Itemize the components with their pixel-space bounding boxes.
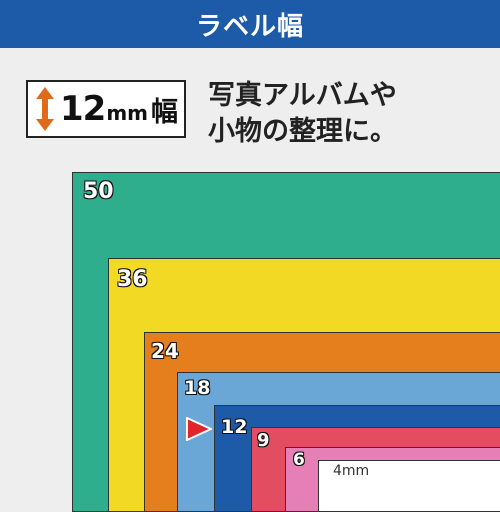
- badge-unit: mm: [106, 101, 149, 125]
- header-bar: ラベル幅: [0, 0, 500, 48]
- page-title: ラベル幅: [195, 11, 304, 42]
- tape-label-4mm: 4mm: [333, 463, 370, 479]
- double-arrow-vertical-icon: [36, 87, 54, 131]
- tape-label-24: 24: [151, 339, 179, 363]
- tape-label-12: 12: [221, 416, 248, 438]
- badge-number: 12: [60, 89, 106, 129]
- tape-label-36: 36: [117, 267, 148, 292]
- tape-4mm: 4mm: [318, 460, 500, 512]
- description-line-2: 小物の整理に。: [208, 116, 397, 147]
- width-badge: 12 mm 幅: [26, 80, 186, 138]
- description-line-1: 写真アルバムや: [208, 80, 397, 111]
- tape-label-50: 50: [83, 179, 114, 204]
- description: 写真アルバムや 小物の整理に。: [208, 78, 498, 150]
- red-triangle-pointer-icon: [186, 417, 212, 441]
- badge-kanji: 幅: [151, 96, 179, 128]
- tape-label-6: 6: [293, 450, 305, 470]
- tape-label-9: 9: [257, 430, 270, 451]
- tape-label-18: 18: [184, 377, 211, 399]
